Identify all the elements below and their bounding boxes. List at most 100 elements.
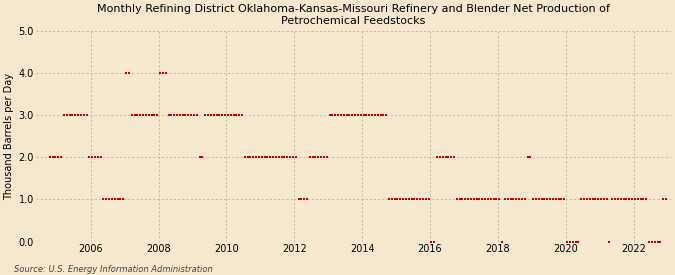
Point [237,113,248,117]
Point [466,197,477,202]
Point [437,155,448,160]
Point [276,155,287,160]
Point [418,197,429,202]
Point [474,197,485,202]
Point [126,113,137,117]
Point [392,197,403,202]
Point [485,197,496,202]
Point [352,113,363,117]
Point [550,197,561,202]
Point [279,155,290,160]
Point [135,113,146,117]
Point [321,155,332,160]
Point [373,113,383,117]
Point [519,197,530,202]
Point [228,113,239,117]
Point [231,113,242,117]
Point [630,197,641,202]
Point [333,113,344,117]
Point [214,113,225,117]
Point [621,197,632,202]
Point [452,197,462,202]
Point [200,113,211,117]
Point [568,239,578,244]
Point [242,155,253,160]
Point [178,113,188,117]
Point [197,155,208,160]
Point [607,197,618,202]
Point [471,197,482,202]
Point [115,197,126,202]
Point [491,197,502,202]
Point [358,113,369,117]
Point [593,197,603,202]
Point [508,197,519,202]
Title: Monthly Refining District Oklahoma-Kansas-Missouri Refinery and Blender Net Prod: Monthly Refining District Oklahoma-Kansa… [97,4,610,26]
Point [655,239,666,244]
Point [409,197,420,202]
Point [55,155,66,160]
Point [500,197,510,202]
Point [282,155,293,160]
Point [194,155,205,160]
Point [610,197,620,202]
Point [327,113,338,117]
Point [559,197,570,202]
Point [564,239,575,244]
Point [324,113,335,117]
Point [223,113,234,117]
Point [457,197,468,202]
Point [590,197,601,202]
Point [502,197,513,202]
Point [188,113,199,117]
Point [556,197,567,202]
Point [440,155,451,160]
Point [143,113,154,117]
Point [595,197,606,202]
Point [76,113,86,117]
Point [47,155,58,160]
Point [67,113,78,117]
Point [525,155,536,160]
Point [635,197,646,202]
Point [45,155,55,160]
Point [601,197,612,202]
Point [395,197,406,202]
Point [449,155,460,160]
Point [542,197,553,202]
Point [347,113,358,117]
Point [271,155,281,160]
Point [661,197,672,202]
Point [576,197,587,202]
Point [431,155,442,160]
Point [483,197,493,202]
Point [468,197,479,202]
Point [104,197,115,202]
Point [488,197,499,202]
Point [604,239,615,244]
Point [378,113,389,117]
Point [375,113,386,117]
Point [389,197,400,202]
Point [570,239,581,244]
Point [554,197,564,202]
Point [296,197,306,202]
Point [406,197,417,202]
Point [587,197,598,202]
Point [581,197,592,202]
Point [211,113,222,117]
Point [454,197,465,202]
Point [522,155,533,160]
Point [426,239,437,244]
Point [443,155,454,160]
Point [59,113,70,117]
Point [262,155,273,160]
Point [381,113,392,117]
Point [73,113,84,117]
Point [497,239,508,244]
Point [268,155,279,160]
Point [248,155,259,160]
Point [101,197,111,202]
Point [477,197,487,202]
Point [234,113,244,117]
